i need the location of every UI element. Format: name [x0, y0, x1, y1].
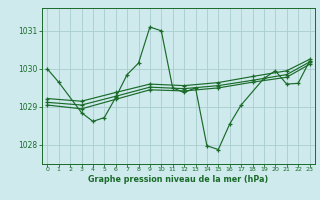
X-axis label: Graphe pression niveau de la mer (hPa): Graphe pression niveau de la mer (hPa) [88, 175, 268, 184]
